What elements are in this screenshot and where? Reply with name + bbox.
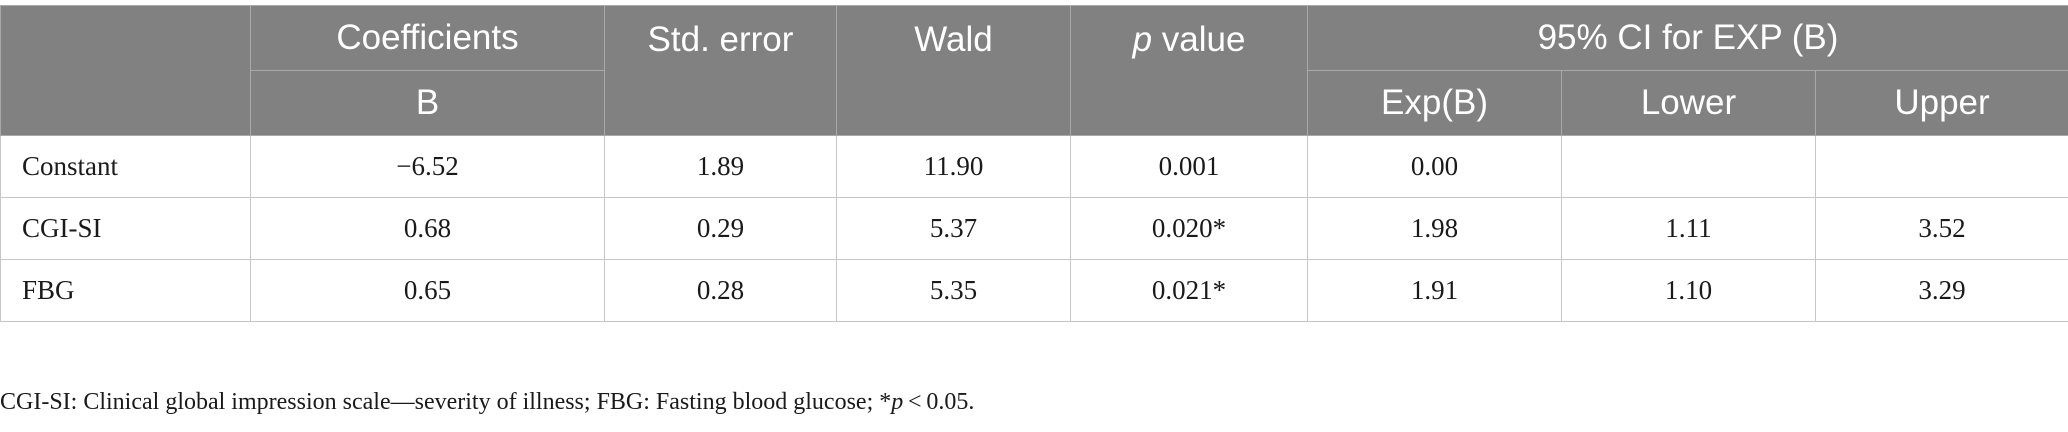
footnote-p-letter: p (891, 389, 904, 415)
cell-b: −6.52 (250, 135, 605, 198)
cell-std-error: 1.89 (604, 135, 837, 198)
cell-exp-b: 0.00 (1307, 135, 1562, 198)
cell-upper: 3.29 (1814, 259, 2068, 322)
table-row-cgi-si: CGI-SI 0.68 0.29 5.37 0.020* 1.98 1.11 3… (0, 197, 2068, 260)
cell-upper (1814, 135, 2068, 198)
header-p-suffix: value (1152, 20, 1246, 59)
cell-p-value: 0.020* (1070, 197, 1308, 260)
cell-p-value: 0.001 (1070, 135, 1308, 198)
cell-p-value: 0.021* (1070, 259, 1308, 322)
header-b: B (250, 70, 605, 136)
table-footnote: CGI-SI: Clinical global impression scale… (0, 389, 974, 416)
cell-exp-b: 1.98 (1307, 197, 1562, 260)
cell-std-error: 0.29 (604, 197, 837, 260)
footnote-text: CGI-SI: Clinical global impression scale… (0, 389, 892, 415)
cell-wald: 11.90 (836, 135, 1071, 198)
cell-lower (1561, 135, 1816, 198)
header-row-1: Coefficients Std. error Wald p value 95%… (0, 5, 2068, 136)
cell-lower: 1.10 (1561, 259, 1816, 322)
cell-wald: 5.35 (836, 259, 1071, 322)
cell-exp-b: 1.91 (1307, 259, 1562, 322)
header-wald: Wald (836, 5, 1071, 136)
header-p-value: p value (1070, 5, 1308, 136)
header-exp-b: Exp(B) (1307, 70, 1562, 136)
cell-std-error: 0.28 (604, 259, 837, 322)
header-ci-group: 95% CI for EXP (B) (1306, 5, 2068, 71)
regression-table: Coefficients Std. error Wald p value 95%… (0, 5, 2068, 322)
table-row-fbg: FBG 0.65 0.28 5.35 0.021* 1.91 1.10 3.29 (0, 259, 2068, 322)
row-label: FBG (0, 259, 251, 322)
header-row-2: B Exp(B) Lower Upper (1, 70, 2068, 136)
cell-wald: 5.37 (836, 197, 1071, 260)
row-label: Constant (0, 135, 251, 198)
table-row-constant: Constant −6.52 1.89 11.90 0.001 0.00 (0, 135, 2068, 198)
header-p-letter: p (1132, 20, 1153, 59)
cell-b: 0.68 (250, 197, 605, 260)
cell-lower: 1.11 (1561, 197, 1816, 260)
header-coefficients: Coefficients (250, 5, 605, 71)
footnote-threshold: < 0.05. (903, 389, 975, 415)
header-blank-cell (0, 5, 251, 136)
header-std-error: Std. error (604, 5, 837, 136)
row-label: CGI-SI (0, 197, 251, 260)
header-upper: Upper (1814, 70, 2068, 136)
cell-upper: 3.52 (1814, 197, 2068, 260)
header-lower: Lower (1561, 70, 1816, 136)
cell-b: 0.65 (250, 259, 605, 322)
